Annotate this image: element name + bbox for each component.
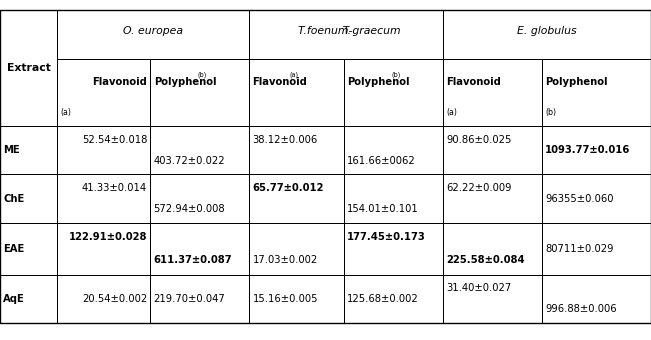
Text: Polyphenol: Polyphenol — [154, 77, 216, 87]
Bar — [542, 223, 651, 274]
Text: 62.22±0.009: 62.22±0.009 — [446, 183, 512, 193]
Bar — [344, 174, 443, 223]
Text: 65.77±0.012: 65.77±0.012 — [253, 183, 324, 193]
Text: Extract: Extract — [7, 63, 51, 73]
Text: 219.70±0.047: 219.70±0.047 — [154, 294, 225, 304]
Bar — [57, 10, 249, 59]
Bar — [57, 274, 150, 323]
Bar — [150, 174, 249, 223]
Bar — [150, 59, 249, 126]
Text: EAE: EAE — [3, 244, 25, 254]
Bar — [443, 126, 542, 174]
Bar — [150, 274, 249, 323]
Text: 611.37±0.087: 611.37±0.087 — [154, 255, 232, 265]
Text: 122.91±0.028: 122.91±0.028 — [68, 232, 147, 242]
Text: Flavonoid: Flavonoid — [446, 77, 501, 87]
Bar — [57, 223, 150, 274]
Text: 31.40±0.027: 31.40±0.027 — [446, 283, 511, 293]
Bar — [542, 59, 651, 126]
Bar — [57, 174, 150, 223]
Text: ChE: ChE — [3, 194, 25, 204]
Text: E. globulus: E. globulus — [517, 26, 577, 36]
Text: Polyphenol: Polyphenol — [347, 77, 409, 87]
Bar — [249, 126, 344, 174]
Text: ME: ME — [3, 145, 20, 155]
Bar — [443, 174, 542, 223]
Text: Flavonoid: Flavonoid — [92, 77, 147, 87]
Bar — [344, 126, 443, 174]
Text: 41.33±0.014: 41.33±0.014 — [82, 183, 147, 193]
Bar — [57, 59, 150, 126]
Bar — [249, 174, 344, 223]
Text: 52.54±0.018: 52.54±0.018 — [82, 135, 147, 144]
Bar — [249, 59, 344, 126]
Text: 20.54±0.002: 20.54±0.002 — [82, 294, 147, 304]
Text: AqE: AqE — [3, 294, 25, 304]
Bar — [542, 274, 651, 323]
Text: 125.68±0.002: 125.68±0.002 — [347, 294, 419, 304]
Text: (a): (a) — [290, 71, 299, 78]
Bar — [344, 223, 443, 274]
Bar — [0, 223, 57, 274]
Text: (a): (a) — [446, 108, 457, 117]
Bar — [542, 126, 651, 174]
Bar — [249, 274, 344, 323]
Text: T.: T. — [342, 26, 350, 36]
Text: 1093.77±0.016: 1093.77±0.016 — [545, 145, 630, 155]
Text: (a): (a) — [61, 108, 72, 117]
Text: 17.03±0.002: 17.03±0.002 — [253, 255, 318, 265]
Bar — [150, 223, 249, 274]
Bar — [150, 126, 249, 174]
Bar — [249, 223, 344, 274]
Bar — [443, 274, 542, 323]
Text: Flavonoid: Flavonoid — [253, 77, 307, 87]
Bar — [443, 59, 542, 126]
Bar — [249, 10, 443, 59]
Text: 177.45±0.173: 177.45±0.173 — [347, 232, 426, 242]
Text: 996.88±0.006: 996.88±0.006 — [545, 304, 616, 314]
Bar — [0, 274, 57, 323]
Text: 403.72±0.022: 403.72±0.022 — [154, 156, 225, 166]
Text: 90.86±0.025: 90.86±0.025 — [446, 135, 511, 144]
Text: 96355±0.060: 96355±0.060 — [545, 194, 613, 204]
Text: (b): (b) — [198, 71, 207, 78]
Text: (b): (b) — [545, 108, 556, 117]
Bar — [0, 10, 57, 126]
Bar — [0, 174, 57, 223]
Text: (b): (b) — [391, 71, 400, 78]
Text: O. europea: O. europea — [123, 26, 184, 36]
Text: 38.12±0.006: 38.12±0.006 — [253, 135, 318, 144]
Text: 225.58±0.084: 225.58±0.084 — [446, 255, 525, 265]
Bar — [344, 59, 443, 126]
Bar — [542, 174, 651, 223]
Text: 80711±0.029: 80711±0.029 — [545, 244, 613, 254]
Bar — [57, 126, 150, 174]
Text: 161.66±0062: 161.66±0062 — [347, 156, 416, 166]
Text: 154.01±0.101: 154.01±0.101 — [347, 204, 419, 214]
Text: Polyphenol: Polyphenol — [545, 77, 607, 87]
Bar — [344, 274, 443, 323]
Bar — [443, 223, 542, 274]
Text: 572.94±0.008: 572.94±0.008 — [154, 204, 225, 214]
Bar — [0, 126, 57, 174]
Text: 15.16±0.005: 15.16±0.005 — [253, 294, 318, 304]
Bar — [443, 10, 651, 59]
Text: T.​foenum-graecum: T.​foenum-graecum — [298, 26, 400, 36]
